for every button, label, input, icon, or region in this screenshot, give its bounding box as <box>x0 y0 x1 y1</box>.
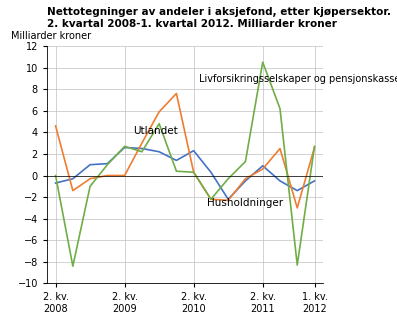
Text: Livforsikringsselskaper og pensjonskasser: Livforsikringsselskaper og pensjonskasse… <box>199 74 397 83</box>
Text: Utlandet: Utlandet <box>133 126 178 136</box>
Text: Milliarder kroner: Milliarder kroner <box>11 31 91 41</box>
Text: Nettotegninger av andeler i aksjefond, etter kjøpersektor.
2. kvartal 2008-1. kv: Nettotegninger av andeler i aksjefond, e… <box>47 7 391 29</box>
Text: Husholdninger: Husholdninger <box>208 198 283 208</box>
